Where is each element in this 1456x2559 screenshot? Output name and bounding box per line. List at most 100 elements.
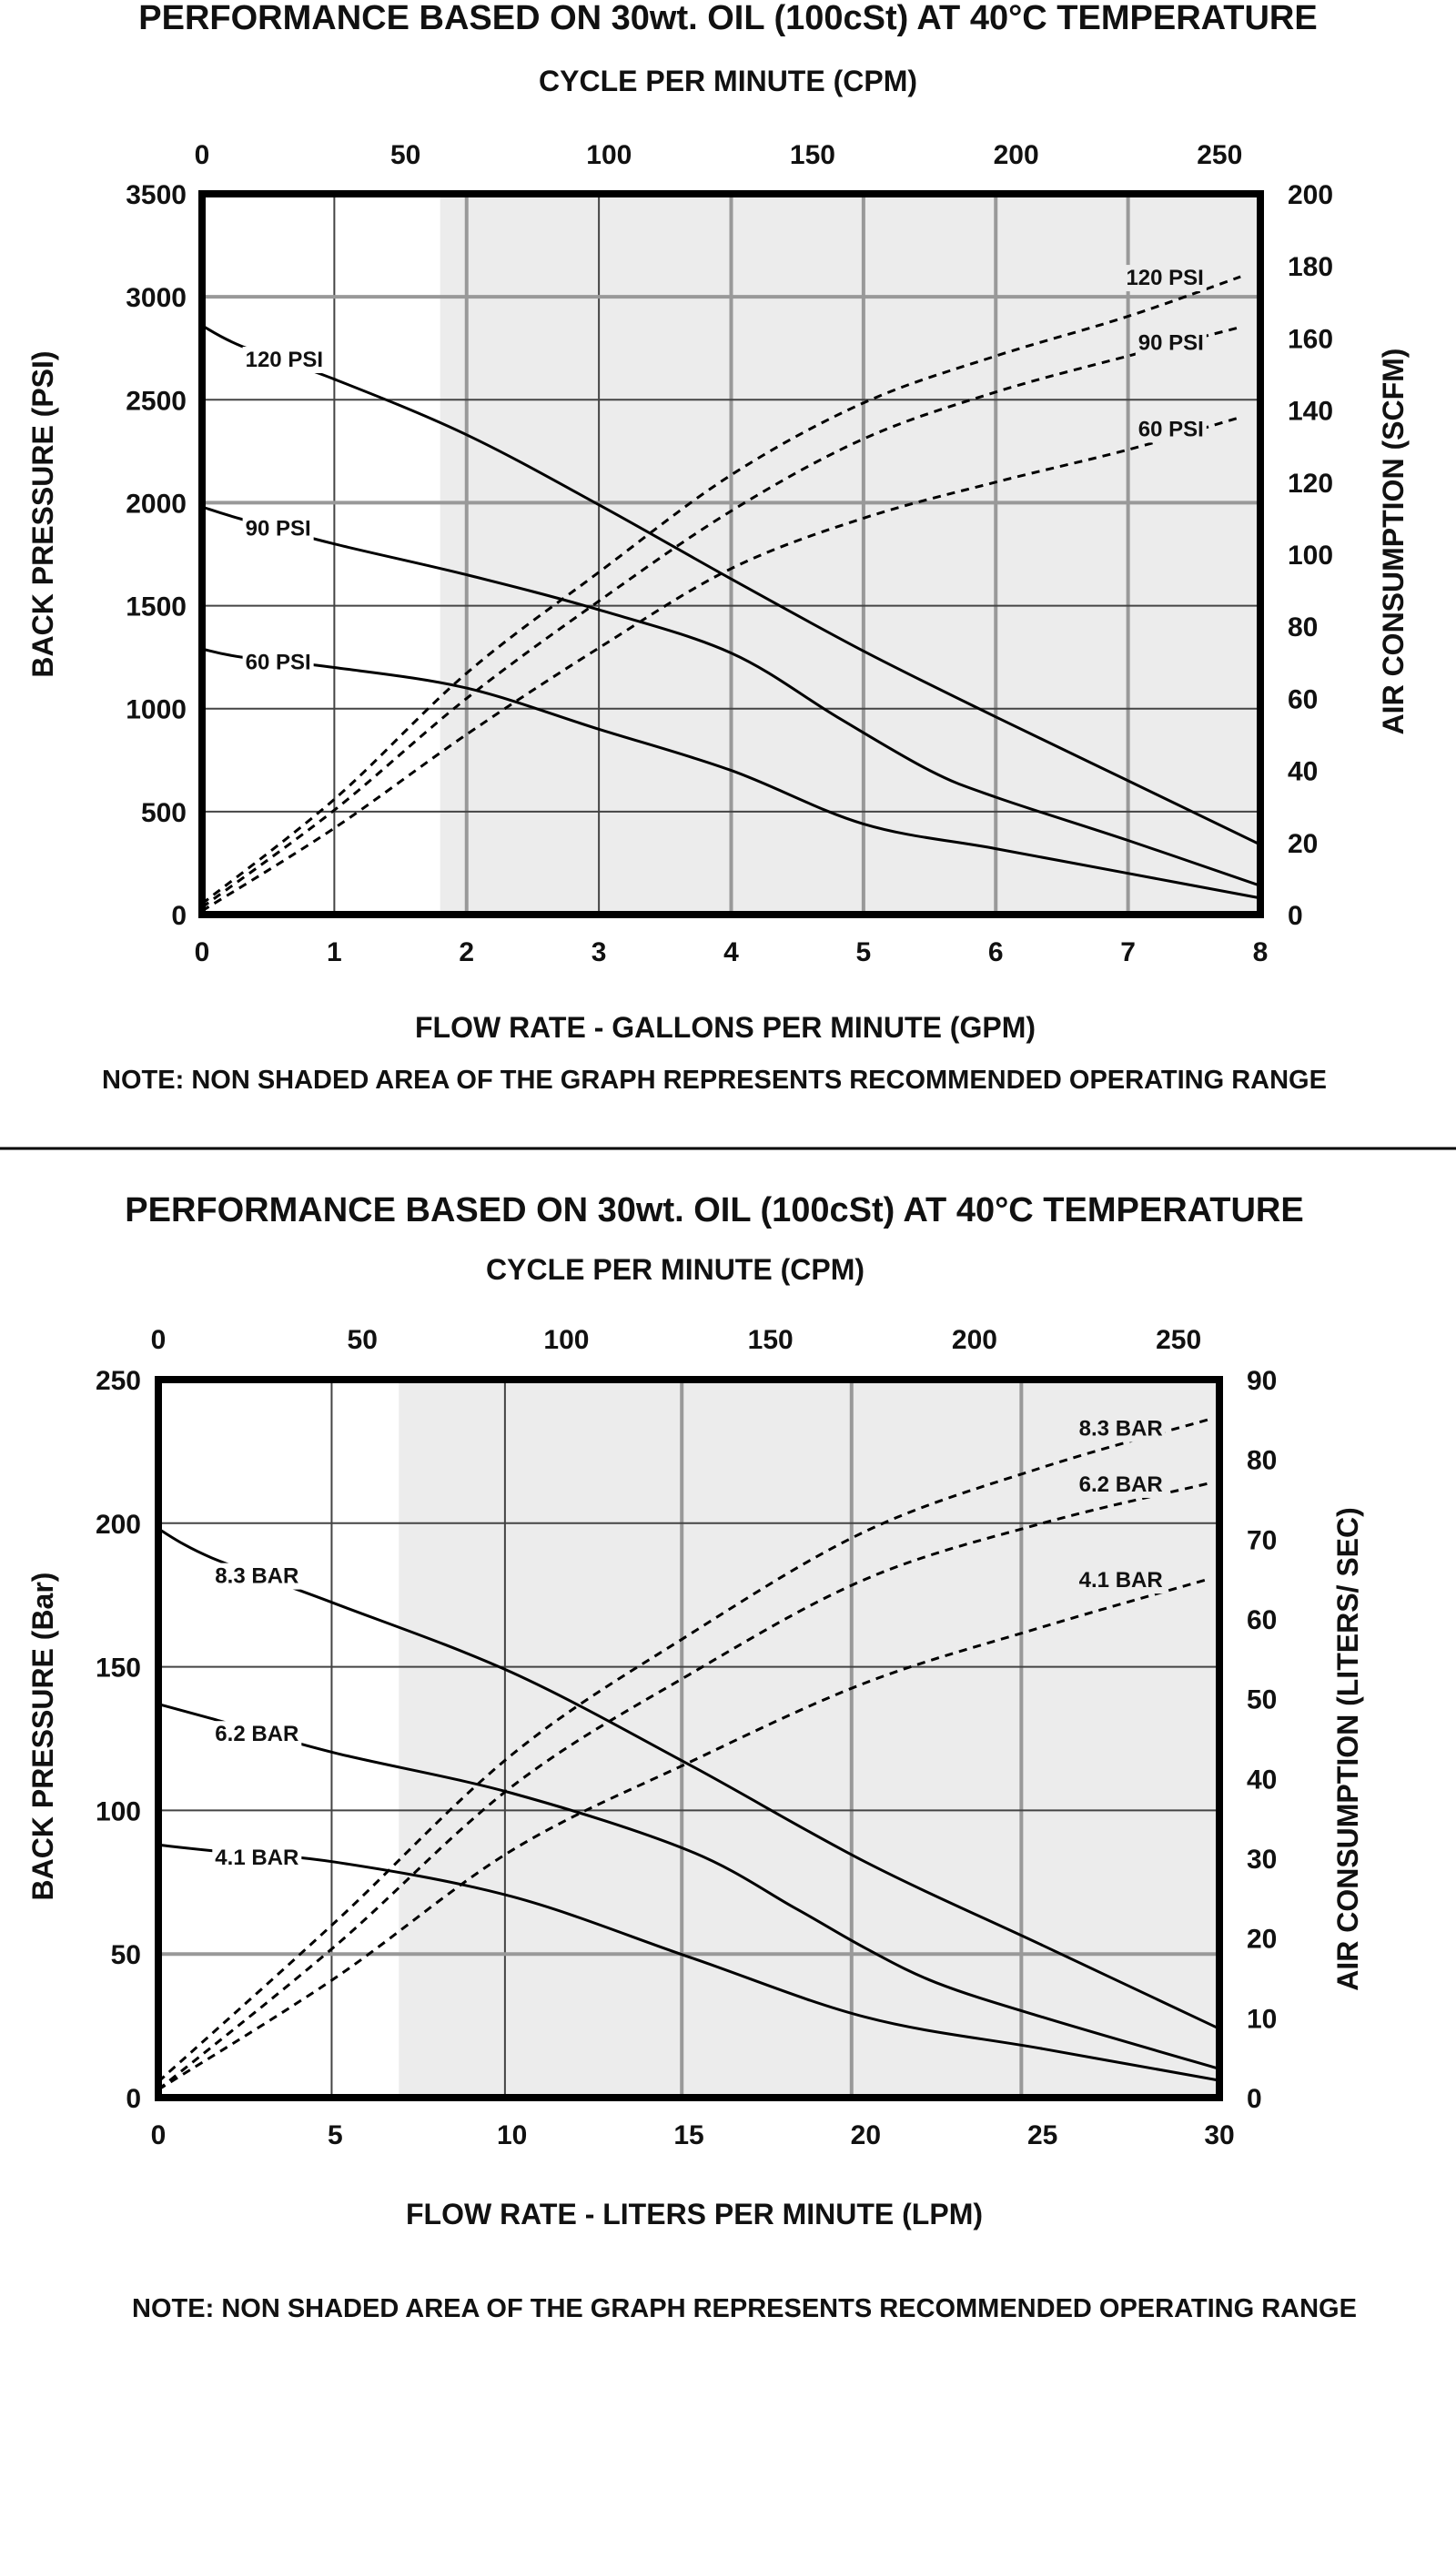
series-labels: 120 PSI 90 PSI 60 PSI 120 PSI 90 PSI 60 PSI — [242, 265, 1207, 676]
y2-tick-label: 200 — [1288, 180, 1333, 210]
top-tick-label: 200 — [994, 140, 1039, 170]
top-tick-label: 50 — [390, 140, 420, 170]
series-labels: 8.3 BAR 6.2 BAR 4.1 BAR 8.3 BAR 6.2 BAR 4.1 B… — [212, 1415, 1166, 1871]
y2-tick-label: 0 — [1288, 901, 1303, 931]
y-tick-label: 2500 — [126, 386, 187, 416]
series-label-background — [1123, 265, 1207, 292]
back-pressure-curve — [201, 647, 1261, 900]
top-tick-label: 250 — [1197, 140, 1242, 170]
y-tick-label: 250 — [96, 1366, 141, 1396]
series-label-background — [1135, 416, 1207, 443]
y2-tick-label: 40 — [1288, 757, 1318, 787]
plot-frame — [198, 190, 1264, 918]
x-tick-label: 7 — [1120, 937, 1136, 967]
top-axis-label: CYCLE PER MINUTE (CPM) — [539, 65, 917, 97]
x-tick-label: 5 — [856, 937, 872, 967]
chart-note: NOTE: NON SHADED AREA OF THE GRAPH REPRE… — [102, 1066, 1327, 1095]
series-label: 6.2 BAR — [1079, 1472, 1163, 1497]
air-consumption-curve — [201, 275, 1241, 905]
x-axis-label: FLOW RATE - LITERS PER MINUTE (LPM) — [406, 2198, 983, 2230]
top-tick-label: 150 — [748, 1325, 794, 1355]
air-consumption-curve — [201, 416, 1241, 913]
y2-tick-label: 80 — [1288, 612, 1318, 642]
plot-area — [198, 190, 1264, 918]
x-tick-label: 30 — [1204, 2120, 1234, 2150]
chart-note: NOTE: NON SHADED AREA OF THE GRAPH REPRE… — [132, 2294, 1357, 2323]
tick-labels: 0 1 2 3 4 5 6 7 80 50 100 150 200 2500500100015002000… — [126, 140, 1333, 967]
y-tick-label: 2000 — [126, 489, 187, 519]
top-tick-label: 200 — [952, 1325, 997, 1355]
series-label-background — [212, 1721, 302, 1748]
y-tick-label: 1000 — [126, 695, 187, 725]
y2-tick-label: 20 — [1288, 829, 1318, 859]
series-label: 4.1 BAR — [1079, 1568, 1163, 1593]
y2-tick-label: 100 — [1288, 541, 1333, 571]
y-tick-label: 0 — [171, 901, 187, 931]
series-label-background — [1076, 1567, 1166, 1594]
y2-tick-label: 40 — [1247, 1765, 1277, 1795]
y-tick-label: 3500 — [126, 180, 187, 210]
y2-tick-label: 160 — [1288, 324, 1333, 354]
x-tick-label: 20 — [851, 2120, 881, 2150]
y-tick-label: 3000 — [126, 283, 187, 313]
y2-tick-label: 60 — [1288, 684, 1318, 714]
back-pressure-curve — [201, 505, 1261, 887]
top-tick-label: 0 — [195, 140, 210, 170]
back-pressure-curve — [157, 1703, 1220, 2070]
series-label: 60 PSI — [246, 651, 311, 675]
y2-axis-label: AIR CONSUMPTION (LITERS/ SEC) — [1331, 1507, 1364, 1991]
x-tick-label: 25 — [1027, 2120, 1057, 2150]
y-tick-label: 500 — [141, 798, 187, 828]
series-label-background — [1135, 329, 1207, 357]
x-tick-label: 8 — [1253, 937, 1269, 967]
series-label-background — [242, 347, 327, 374]
x-tick-label: 0 — [151, 2120, 167, 2150]
series-label: 6.2 BAR — [215, 1722, 298, 1746]
shaded-region — [399, 1380, 1219, 2098]
shaded-region — [440, 194, 1260, 915]
series-label: 120 PSI — [1126, 266, 1203, 290]
series-label-background — [212, 1563, 302, 1590]
air-consumption-curve — [157, 1482, 1209, 2091]
x-tick-label: 1 — [327, 937, 342, 967]
chart-title: PERFORMANCE BASED ON 30wt. OIL (100cSt) … — [138, 0, 1317, 37]
top-tick-label: 250 — [1156, 1325, 1201, 1355]
top-tick-label: 50 — [348, 1325, 378, 1355]
air-consumption-curve — [157, 1577, 1209, 2091]
y-axis-label: BACK PRESSURE (PSI) — [26, 350, 59, 677]
chart-title: PERFORMANCE BASED ON 30wt. OIL (100cSt) … — [125, 1191, 1303, 1229]
top-tick-label: 100 — [543, 1325, 589, 1355]
back-pressure-curve — [201, 324, 1261, 846]
air-consumption-curve — [201, 326, 1241, 909]
plot-area — [155, 1376, 1223, 2101]
y-tick-label: 150 — [96, 1654, 141, 1684]
series-label: 90 PSI — [1138, 330, 1204, 355]
y2-tick-label: 140 — [1288, 397, 1333, 427]
y2-tick-label: 20 — [1247, 1925, 1277, 1955]
y2-tick-label: 70 — [1247, 1525, 1277, 1555]
x-tick-label: 5 — [328, 2120, 343, 2150]
top-axis-label: CYCLE PER MINUTE (CPM) — [486, 1253, 864, 1286]
series-label: 8.3 BAR — [215, 1564, 298, 1589]
series-label: 8.3 BAR — [1079, 1417, 1163, 1441]
air-consumption-curve — [157, 1418, 1209, 2083]
y-tick-label: 100 — [96, 1796, 141, 1826]
x-tick-label: 3 — [592, 937, 607, 967]
tick-labels: 0 5 10 15 20 25 300 50 100 150 200 2500501001502002… — [96, 1325, 1277, 2150]
y-axis-label: BACK PRESSURE (Bar) — [26, 1573, 59, 1901]
y2-tick-label: 50 — [1247, 1685, 1277, 1715]
series-label: 90 PSI — [246, 517, 311, 541]
series-label: 60 PSI — [1138, 417, 1204, 441]
y2-tick-label: 60 — [1247, 1605, 1277, 1635]
y2-tick-label: 90 — [1247, 1366, 1277, 1396]
series-label: 120 PSI — [246, 348, 323, 372]
series-curves — [201, 275, 1261, 913]
plot-frame — [155, 1376, 1223, 2101]
y2-tick-label: 30 — [1247, 1845, 1277, 1875]
y2-tick-label: 10 — [1247, 2004, 1277, 2034]
x-tick-label: 6 — [988, 937, 1004, 967]
top-tick-label: 150 — [790, 140, 835, 170]
series-label: 4.1 BAR — [215, 1846, 298, 1870]
series-label-background — [1076, 1471, 1166, 1498]
top-tick-label: 100 — [586, 140, 632, 170]
